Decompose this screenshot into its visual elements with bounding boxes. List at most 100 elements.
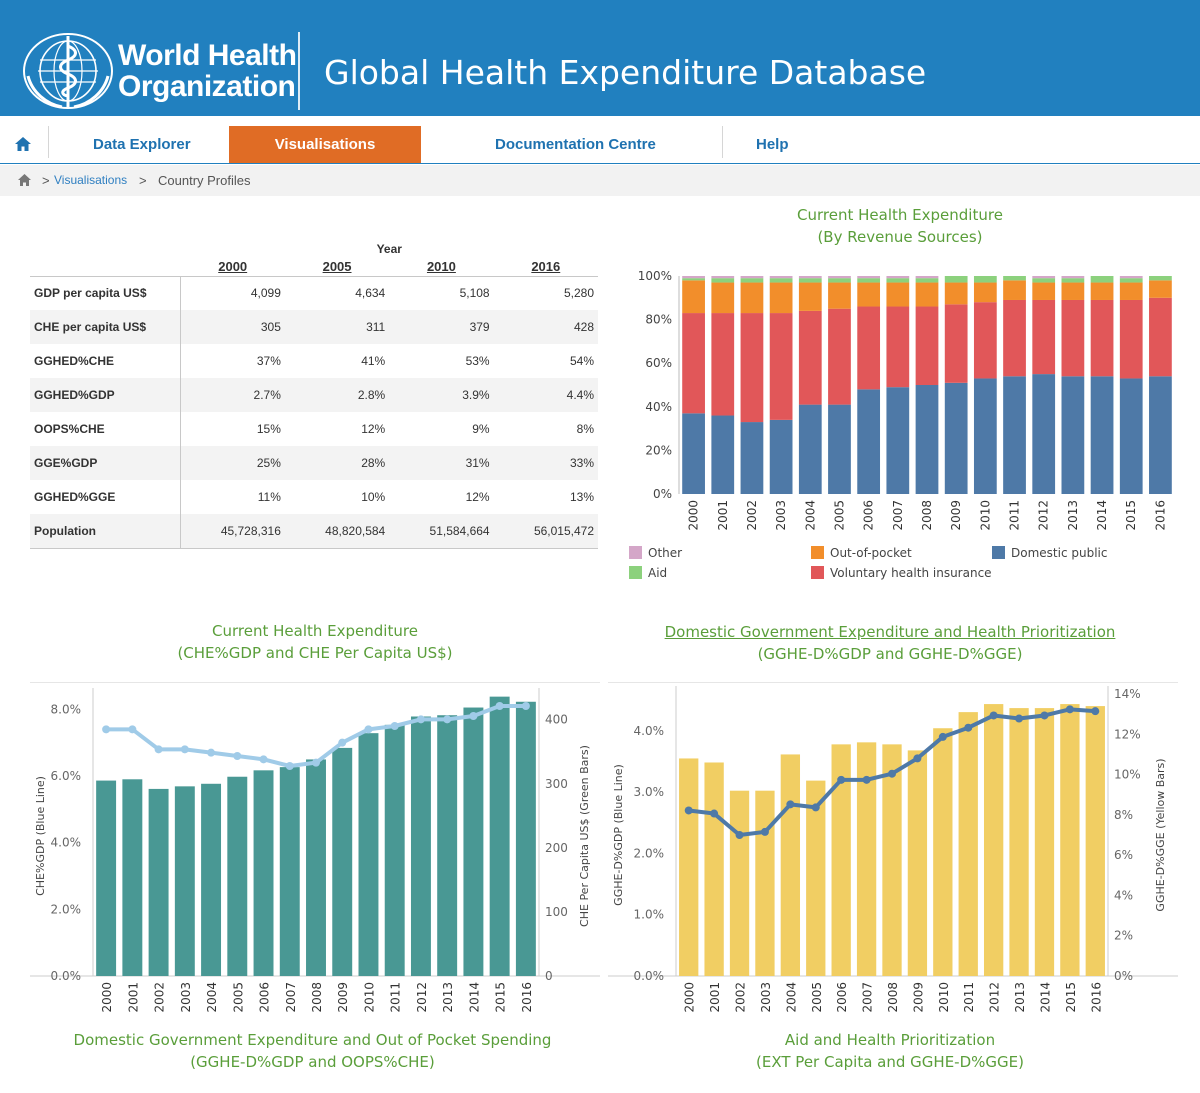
table-row: GGHED%CHE 37% 41% 53% 54% (30, 344, 598, 378)
x-tick-label: 2000 (100, 982, 114, 1013)
table-cell: 51,584,664 (389, 514, 494, 549)
line-point (259, 755, 268, 764)
bar (122, 779, 143, 976)
x-tick-label: 2003 (759, 982, 773, 1013)
line-point (443, 715, 452, 724)
bar-segment-out-of-pocket (973, 282, 997, 303)
bar (437, 715, 458, 976)
home-icon[interactable] (17, 173, 32, 187)
aid-chart-title-line1: Aid and Health Prioritization (784, 1031, 996, 1049)
y-tick-label: 20% (645, 443, 672, 457)
legend-item-out-of-pocket[interactable]: Out-of-pocket (811, 546, 912, 560)
legend-label: Aid (648, 566, 668, 580)
legend-item-other[interactable]: Other (629, 546, 682, 560)
aid-chart-title[interactable]: Aid and Health Prioritization (EXT Per C… (690, 1029, 1090, 1073)
x-tick-label: 2014 (467, 982, 481, 1013)
nav-data-explorer[interactable]: Data Explorer (93, 136, 191, 153)
table-cell: 5,108 (459, 286, 490, 301)
bar-segment-out-of-pocket (1119, 282, 1143, 300)
x-tick-label: 2015 (494, 982, 508, 1013)
bar-segment-out-of-pocket (711, 282, 735, 314)
domestic-chart-title-link[interactable]: Domestic Government Expenditure and Heal… (664, 623, 1116, 641)
breadcrumb-link-visualisations[interactable]: Visualisations (54, 173, 128, 187)
bar-segment-domestic-public (1003, 376, 1026, 494)
x-tick-label: 2008 (886, 982, 900, 1013)
x-tick-label: 2005 (832, 500, 846, 531)
bar-segment-aid (1061, 278, 1085, 283)
bar-segment-aid (798, 278, 822, 283)
x-tick-label: 2002 (153, 982, 167, 1013)
table-row: GGE%GDP 25% 28% 31% 33% (30, 446, 598, 480)
nav-divider (722, 126, 723, 158)
legend-swatch (811, 566, 824, 579)
bar-segment-domestic-public (944, 382, 968, 494)
line-point (735, 831, 744, 839)
x-tick-label: 2006 (835, 982, 849, 1013)
x-tick-label: 2013 (1066, 500, 1080, 531)
table-row: GGHED%GDP 2.7% 2.8% 3.9% 4.4% (30, 378, 598, 412)
bar (463, 707, 484, 976)
bar-segment-aid (915, 278, 939, 283)
left-axis-title: GGHE-D%GDP (Blue Line) (612, 764, 625, 906)
year-column-header[interactable]: 2016 (493, 257, 598, 277)
bar-segment-domestic-public (915, 385, 939, 494)
domestic-chart-title[interactable]: Domestic Government Expenditure and Heal… (640, 621, 1140, 665)
table-cell: 25% (180, 446, 285, 480)
table-cell: 41% (361, 354, 386, 368)
nav-visualisations[interactable]: Visualisations (229, 126, 421, 163)
row-label: GDP per capita US$ (30, 276, 182, 310)
series-line (106, 704, 526, 768)
bar-segment-domestic-public (1119, 378, 1143, 494)
line-point (1065, 705, 1074, 714)
bar-segment-other (682, 276, 705, 279)
home-icon[interactable] (14, 136, 32, 152)
x-tick-label: 2014 (1038, 982, 1052, 1013)
nav-help[interactable]: Help (756, 136, 789, 153)
nav-documentation-centre[interactable]: Documentation Centre (495, 136, 656, 153)
breadcrumb-separator: > (139, 173, 147, 188)
bar (1060, 704, 1080, 976)
line-point (684, 806, 693, 815)
x-tick-label: 2012 (988, 982, 1002, 1013)
bar-segment-out-of-pocket (1149, 280, 1172, 298)
x-tick-label: 2000 (687, 500, 701, 531)
bar-segment-domestic-public (711, 415, 735, 494)
bar-segment-aid (740, 278, 764, 283)
year-column-header[interactable]: 2005 (284, 257, 390, 277)
table-cell: 3.9% (389, 378, 494, 412)
year-column-header[interactable]: 2000 (180, 257, 285, 277)
breadcrumb-separator: > (42, 173, 50, 188)
x-tick-label: 2012 (1037, 500, 1051, 531)
bar-segment-other (1119, 276, 1143, 279)
line-point (760, 827, 769, 836)
domestic-chart-title-line1: Domestic Government Expenditure and Heal… (640, 621, 1140, 643)
oop-chart-title[interactable]: Domestic Government Expenditure and Out … (40, 1029, 585, 1073)
x-tick-label: 2006 (862, 500, 876, 531)
legend-item-voluntary-health-insurance[interactable]: Voluntary health insurance (811, 566, 992, 580)
x-tick-label: 2016 (1089, 982, 1103, 1013)
bar-segment-out-of-pocket (798, 282, 822, 311)
org-name[interactable]: World Health Organization (118, 40, 297, 102)
line-point (938, 732, 947, 741)
bar-segment-aid (828, 278, 851, 283)
x-tick-label: 2008 (920, 500, 934, 531)
bar (148, 788, 169, 976)
legend-item-aid[interactable]: Aid (629, 566, 667, 580)
table-cell: 9% (472, 422, 490, 436)
bar (958, 712, 978, 976)
table-corner (30, 257, 181, 277)
bar (806, 780, 826, 976)
who-emblem-icon[interactable] (22, 32, 114, 110)
line-point (233, 752, 242, 760)
year-column-header[interactable]: 2010 (389, 257, 494, 277)
line-point (180, 745, 189, 754)
table-cell: 4.4% (493, 378, 598, 412)
table-row: GDP per capita US$ 4,099 4,634 5,108 5,280 (30, 276, 598, 310)
bar-segment-voluntary-health-insurance (1003, 299, 1026, 377)
bar-segment-voluntary-health-insurance (915, 306, 939, 385)
line-point (1040, 711, 1049, 720)
y-tick-label: 60% (645, 356, 672, 370)
left-tick-label: 0.0% (634, 969, 665, 983)
bar (856, 742, 877, 976)
legend-item-domestic-public[interactable]: Domestic public (992, 546, 1107, 560)
